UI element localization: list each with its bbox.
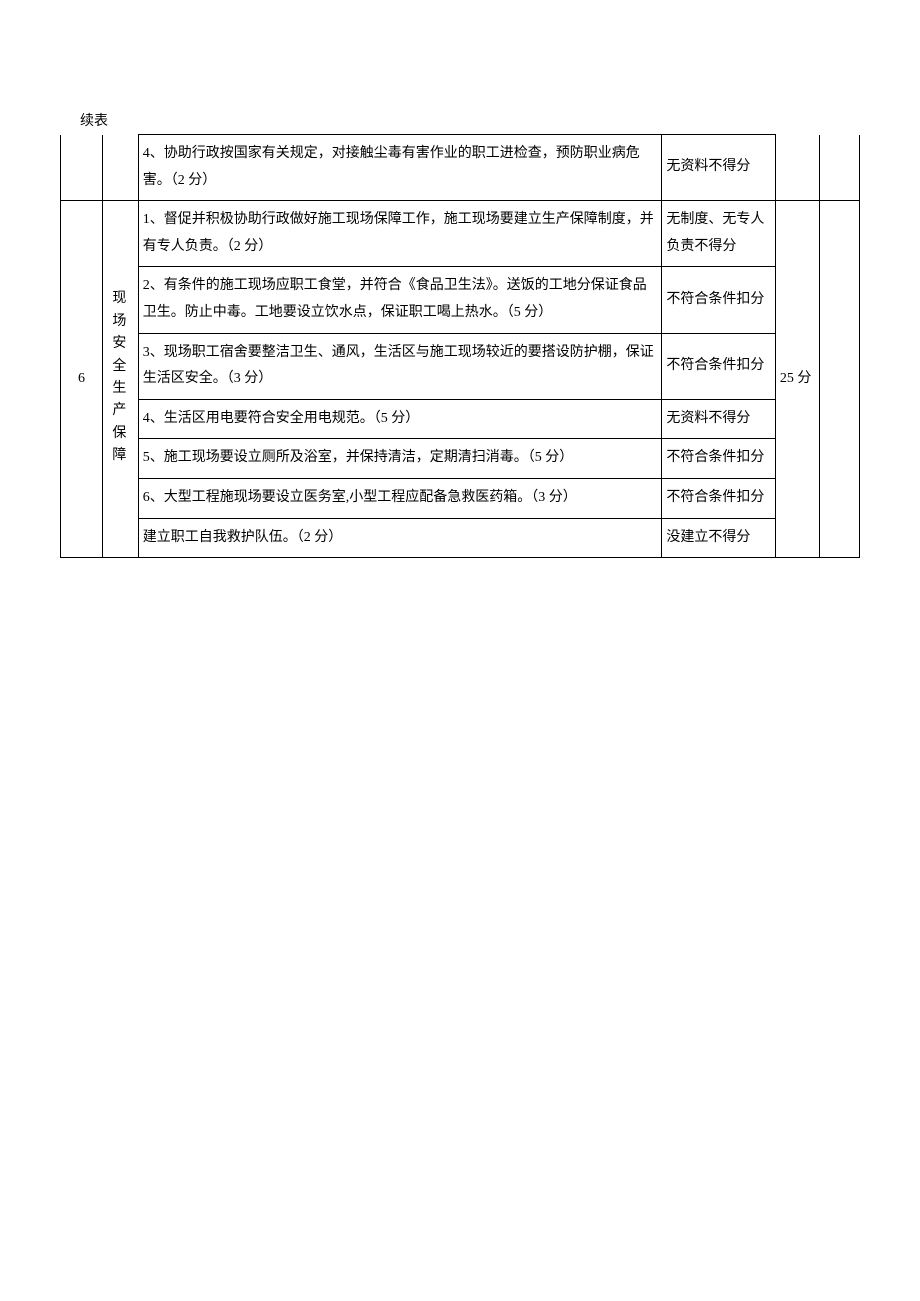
cell-item: 1、督促并积极协助行政做好施工现场保障工作，施工现场要建立生产保障制度，并有专人… xyxy=(138,201,662,267)
cell-deduction: 不符合条件扣分 xyxy=(662,333,776,399)
scoring-table: 4、协助行政按国家有关规定，对接触尘毒有害作业的职工进检查，预防职业病危害。（2… xyxy=(60,134,860,558)
cell-deduction: 无制度、无专人负责不得分 xyxy=(662,201,776,267)
cell-deduction: 不符合条件扣分 xyxy=(662,478,776,518)
category-label: 现场安全生产保障 xyxy=(111,288,130,467)
cell-deduction: 无资料不得分 xyxy=(662,399,776,439)
cell-score-prev xyxy=(775,135,819,201)
cell-section-category: 现场安全生产保障 xyxy=(103,201,139,558)
cell-blank xyxy=(820,201,860,558)
cell-deduction: 没建立不得分 xyxy=(662,518,776,558)
table-row: 5、施工现场要设立厕所及浴室，并保持清洁，定期清扫消毒。（5 分） 不符合条件扣… xyxy=(61,439,860,479)
cell-blank-prev xyxy=(820,135,860,201)
table-row: 3、现场职工宿舍要整洁卫生、通风，生活区与施工现场较近的要搭设防护棚，保证生活区… xyxy=(61,333,860,399)
cell-item: 建立职工自我救护队伍。（2 分） xyxy=(138,518,662,558)
table-row: 4、协助行政按国家有关规定，对接触尘毒有害作业的职工进检查，预防职业病危害。（2… xyxy=(61,135,860,201)
table-caption: 续表 xyxy=(80,110,860,130)
cell-item: 2、有条件的施工现场应职工食堂，并符合《食品卫生法》。送饭的工地分保证食品卫生。… xyxy=(138,267,662,333)
cell-cat-prev xyxy=(103,135,139,201)
cell-section-score: 25 分 xyxy=(775,201,819,558)
table-row: 建立职工自我救护队伍。（2 分） 没建立不得分 xyxy=(61,518,860,558)
cell-item: 4、协助行政按国家有关规定，对接触尘毒有害作业的职工进检查，预防职业病危害。（2… xyxy=(138,135,662,201)
cell-item: 6、大型工程施现场要设立医务室,小型工程应配备急救医药箱。（3 分） xyxy=(138,478,662,518)
cell-deduction: 无资料不得分 xyxy=(662,135,776,201)
cell-section-number: 6 xyxy=(61,201,103,558)
table-row: 4、生活区用电要符合安全用电规范。（5 分） 无资料不得分 xyxy=(61,399,860,439)
cell-item: 4、生活区用电要符合安全用电规范。（5 分） xyxy=(138,399,662,439)
table-row: 6 现场安全生产保障 1、督促并积极协助行政做好施工现场保障工作，施工现场要建立… xyxy=(61,201,860,267)
cell-deduction: 不符合条件扣分 xyxy=(662,267,776,333)
cell-deduction: 不符合条件扣分 xyxy=(662,439,776,479)
cell-num-prev xyxy=(61,135,103,201)
table-row: 2、有条件的施工现场应职工食堂，并符合《食品卫生法》。送饭的工地分保证食品卫生。… xyxy=(61,267,860,333)
cell-item: 3、现场职工宿舍要整洁卫生、通风，生活区与施工现场较近的要搭设防护棚，保证生活区… xyxy=(138,333,662,399)
table-row: 6、大型工程施现场要设立医务室,小型工程应配备急救医药箱。（3 分） 不符合条件… xyxy=(61,478,860,518)
cell-item: 5、施工现场要设立厕所及浴室，并保持清洁，定期清扫消毒。（5 分） xyxy=(138,439,662,479)
